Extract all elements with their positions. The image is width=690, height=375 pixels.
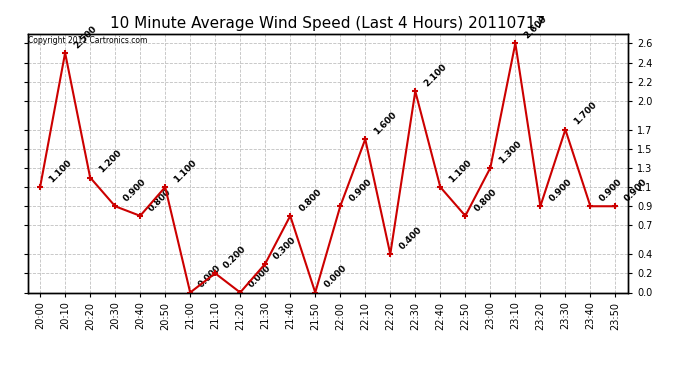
Text: 2.100: 2.100: [422, 62, 448, 88]
Text: 0.000: 0.000: [197, 264, 223, 290]
Text: Copyright 2011 Cartronics.com: Copyright 2011 Cartronics.com: [28, 36, 148, 45]
Title: 10 Minute Average Wind Speed (Last 4 Hours) 20110717: 10 Minute Average Wind Speed (Last 4 Hou…: [110, 16, 545, 31]
Text: 0.900: 0.900: [347, 177, 373, 204]
Text: 0.800: 0.800: [472, 187, 498, 213]
Text: 1.700: 1.700: [572, 100, 599, 127]
Text: 1.300: 1.300: [497, 139, 524, 165]
Text: 0.800: 0.800: [297, 187, 324, 213]
Text: 1.100: 1.100: [47, 158, 73, 184]
Text: 1.100: 1.100: [172, 158, 198, 184]
Text: 0.900: 0.900: [547, 177, 573, 204]
Text: 1.600: 1.600: [372, 110, 398, 136]
Text: 2.500: 2.500: [72, 24, 98, 50]
Text: 0.400: 0.400: [397, 225, 424, 251]
Text: 0.200: 0.200: [222, 244, 248, 270]
Text: 0.300: 0.300: [272, 235, 298, 261]
Text: 0.000: 0.000: [247, 264, 273, 290]
Text: 0.800: 0.800: [147, 187, 173, 213]
Text: 2.600: 2.600: [522, 14, 549, 40]
Text: 0.000: 0.000: [322, 264, 348, 290]
Text: 0.900: 0.900: [622, 177, 649, 204]
Text: 1.200: 1.200: [97, 148, 124, 175]
Text: 0.900: 0.900: [598, 177, 624, 204]
Text: 0.900: 0.900: [122, 177, 148, 204]
Text: 1.100: 1.100: [447, 158, 473, 184]
